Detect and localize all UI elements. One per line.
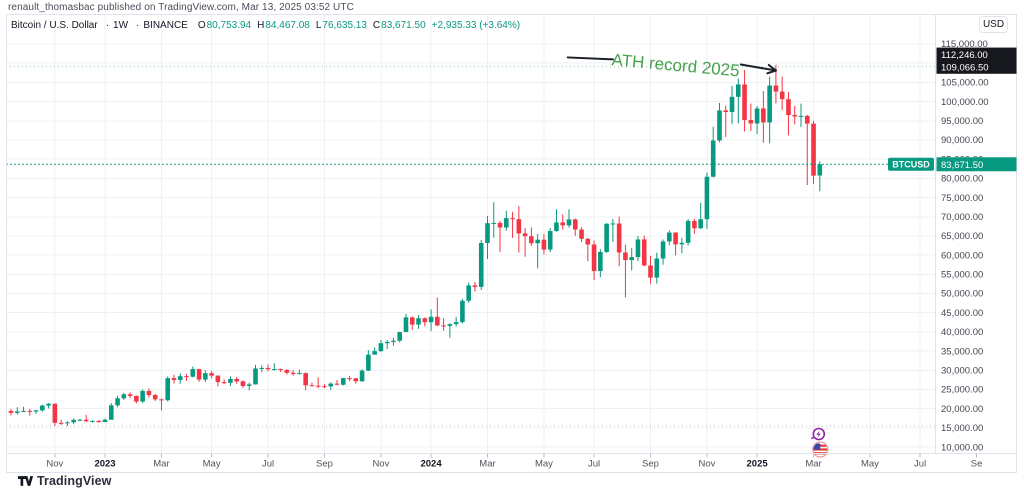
time-tick-label: Jul [914,459,926,470]
ath-annotation-text[interactable]: ATH record 2025 [611,50,740,80]
price-tick-label: 30,000.00 [941,366,983,377]
time-tick-label: Mar [479,459,495,470]
time-tick-label: Jul [262,459,274,470]
time-tick-label: 2023 [94,459,115,470]
open-value: 80,753.94 [206,20,252,31]
time-tick-label: 2024 [420,459,442,470]
price-tick-label: 45,000.00 [941,308,983,319]
time-tick-label: 2025 [747,459,769,470]
annotation-arrow-head [767,63,777,72]
time-tick-label: Nov [46,459,63,470]
low-label: L [315,20,322,31]
interval-label: 1W [113,20,129,31]
price-tick-label: 20,000.00 [941,404,983,415]
price-tick-label: 100,000.00 [941,97,989,108]
annotation-left-segment[interactable] [566,56,614,61]
candlestick-series [6,64,823,427]
price-tick-label: 75,000.00 [941,193,983,204]
tradingview-logo[interactable]: TradingView [18,474,112,488]
price-tick-label: 65,000.00 [941,231,983,242]
close-label: C [372,20,381,31]
chart-legend: Bitcoin / U.S. Dollar · 1W · BINANCE O 8… [11,20,520,31]
price-tick-label: 95,000.00 [941,116,983,127]
symbol-title: Bitcoin / U.S. Dollar [11,20,98,31]
chart-frame [6,14,1017,473]
drawing-price-badge [936,47,1017,62]
time-axis[interactable]: Nov 2023 Mar May Jul Sep Nov 2024 Mar May Jul Sep No… [46,454,982,470]
price-tick-label: 70,000.00 [941,212,983,223]
annotation-arrow-shaft[interactable] [739,63,777,72]
time-tick-label: May [203,459,221,470]
price-tick-label: 10,000.00 [941,442,983,453]
svg-text:109,066.50: 109,066.50 [941,62,989,73]
change-value: +2,935.33 (+3.64%) [431,20,521,31]
close-value: 83,671.50 [381,20,426,31]
time-tick-label: Jul [588,459,600,470]
grid-lines [6,14,935,453]
svg-text:83,671.50: 83,671.50 [941,160,983,171]
price-tick-label: 105,000.00 [941,78,989,89]
svg-text:112,246.00: 112,246.00 [941,50,988,61]
last-price-badge [936,157,1017,172]
high-label: H [257,20,265,31]
price-tick-label: 35,000.00 [941,346,983,357]
time-tick-label: Mar [805,459,821,470]
high-value: 84,467.08 [265,20,310,31]
time-tick-label: May [861,459,879,470]
price-tick-label: 40,000.00 [941,327,983,338]
time-tick-label: Nov [372,459,389,470]
time-tick-label: Nov [698,459,715,470]
legend-separator: · [136,20,140,31]
legend-separator: · [105,20,110,31]
tradingview-logo-icon [18,476,33,486]
time-tick-label: Sep [316,459,333,470]
price-axis[interactable]: 10,000.00 15,000.00 20,000.00 25,000.00 30,0… [888,39,1017,453]
attribution-text: renault_thomasbac published on TradingVi… [8,2,354,13]
time-tick-label: Mar [153,459,169,470]
price-tick-label: 115,000.00 [941,39,988,50]
symbol-price-tag [888,157,934,171]
low-value: 76,635.13 [322,20,367,31]
drawing-price-badge [936,59,1017,74]
currency-usd-button[interactable]: USD [979,16,1008,33]
high-low-dotted-lines [6,66,935,427]
time-tick-label: Se [971,459,983,470]
price-tick-label: 25,000.00 [941,385,983,396]
price-tick-label: 55,000.00 [941,270,983,281]
price-tick-label: 15,000.00 [941,423,983,434]
annotation-arrow-head [766,69,777,75]
price-tick-label: 50,000.00 [941,289,983,300]
exchange-label: BINANCE [143,20,188,31]
price-tick-label: 80,000.00 [941,174,983,185]
time-tick-label: May [535,459,553,470]
time-tick-label: Sep [642,459,659,470]
tradingview-logo-text: TradingView [37,474,112,488]
price-tick-label: 90,000.00 [941,135,983,146]
price-tick-label: 60,000.00 [941,250,983,261]
open-label: O [197,20,206,31]
price-chart-canvas[interactable]: ATH record 2025 10,000.00 15,000.00 20,000.… [6,14,1017,473]
svg-text:BTCUSD: BTCUSD [892,159,930,169]
